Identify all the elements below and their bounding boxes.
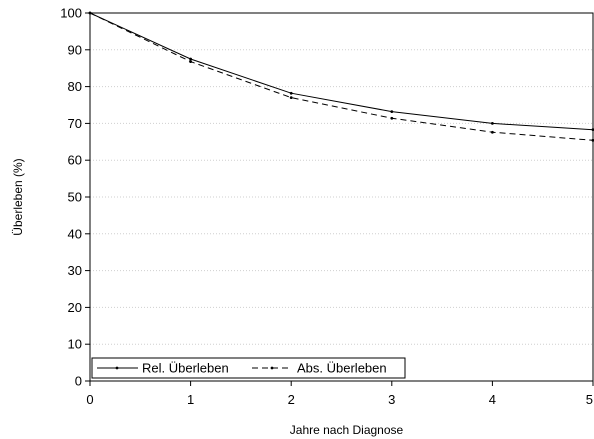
x-axis-title: Jahre nach Diagnose [290,423,404,437]
y-tick-label: 40 [68,226,82,241]
series-point-0 [491,122,494,125]
legend-marker-abs-ueberleben [270,366,274,370]
legend-box [91,357,406,379]
series-point-1 [390,116,394,120]
legend-label-rel-ueberleben: Rel. Überleben [142,361,229,376]
y-tick-label: 30 [68,263,82,278]
series-point-0 [189,57,193,61]
series-point-1 [591,138,594,142]
x-tick-label: 0 [86,392,93,407]
y-tick-label: 90 [68,42,82,57]
axes: 0 10 20 30 40 50 60 70 80 90 100 0 1 2 3 4 5 [60,6,594,407]
y-tick-label: 60 [68,153,82,168]
series-point-0 [390,110,394,114]
series-point-1 [289,96,293,100]
legend: Rel. Überleben Abs. Überleben [91,357,406,379]
y-tick-label: 80 [68,79,82,94]
series-line-1 [89,12,594,141]
x-tick-label: 4 [489,392,496,407]
y-tick-label: 50 [68,190,82,205]
series-point-0 [289,91,293,95]
x-tick-label: 2 [288,392,295,407]
x-tick-label: 5 [586,392,593,407]
grid-lines [90,49,593,345]
series-point-1 [491,130,494,134]
y-tick-label: 0 [75,374,82,389]
legend-marker-rel-ueberleben [115,366,119,370]
y-tick-label: 70 [68,116,82,131]
series-layer [88,11,594,142]
y-tick-label: 100 [60,6,82,21]
series-point-0 [591,128,594,132]
x-tick-label: 1 [187,392,194,407]
series-line-0 [89,12,594,131]
x-tick-label: 3 [388,392,395,407]
y-tick-label: 10 [68,337,82,352]
series-point-1 [189,60,193,63]
y-axis-title: Überleben (%) [11,158,25,235]
legend-label-abs-ueberleben: Abs. Überleben [297,361,387,376]
y-tick-label: 20 [68,300,82,315]
